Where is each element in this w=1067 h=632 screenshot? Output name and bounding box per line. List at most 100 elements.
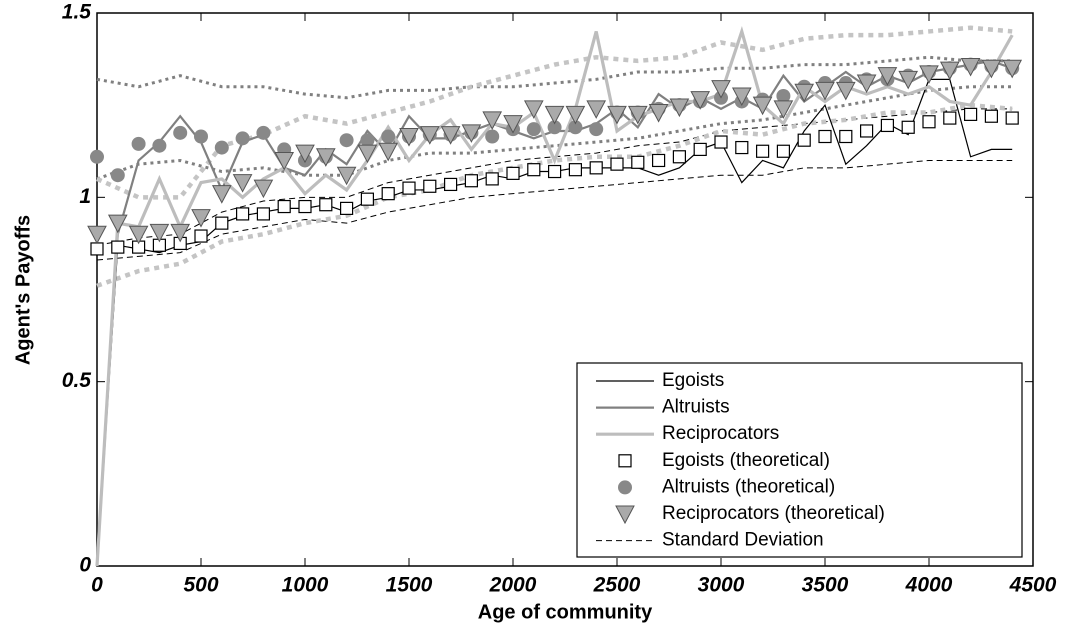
marker <box>776 144 791 158</box>
sd-line <box>96 159 1013 261</box>
marker <box>339 133 354 148</box>
marker <box>440 126 461 145</box>
marker <box>357 144 378 164</box>
marker <box>984 109 999 123</box>
marker <box>544 105 565 125</box>
marker <box>773 100 794 119</box>
marker <box>627 105 648 125</box>
marker <box>381 129 396 144</box>
marker <box>423 179 437 193</box>
legend-marker <box>618 480 632 495</box>
x-tick-label: 1000 <box>282 574 329 597</box>
marker <box>277 199 291 214</box>
marker <box>152 138 167 153</box>
marker <box>651 153 666 168</box>
marker <box>444 177 458 192</box>
marker <box>128 225 149 245</box>
x-tick-label: 4000 <box>905 574 953 597</box>
marker <box>568 120 583 135</box>
legend-label: Egoists (theoretical) <box>662 450 830 471</box>
marker <box>111 240 125 254</box>
marker <box>877 67 898 86</box>
marker <box>547 164 562 179</box>
marker <box>340 201 354 215</box>
x-tick-label: 3000 <box>698 574 745 597</box>
x-tick-label: 3500 <box>802 574 849 597</box>
marker <box>690 91 711 110</box>
sd-line <box>96 55 1013 100</box>
marker <box>981 59 1002 79</box>
series-line <box>95 25 1014 567</box>
marker <box>589 122 604 137</box>
legend-label: Reciprocators <box>662 423 779 444</box>
plot-frame <box>96 12 1034 567</box>
marker <box>547 120 562 135</box>
sd-line <box>96 102 1013 288</box>
marker <box>485 172 499 186</box>
marker <box>503 115 523 134</box>
marker <box>194 129 208 144</box>
marker <box>336 166 357 186</box>
marker <box>107 214 128 234</box>
marker <box>90 149 104 164</box>
marker <box>232 174 253 193</box>
marker <box>256 207 270 221</box>
marker <box>631 155 645 169</box>
legend-label: Egoists <box>662 370 724 391</box>
marker <box>315 148 336 167</box>
marker <box>173 125 188 140</box>
marker <box>943 111 957 125</box>
marker <box>149 223 170 243</box>
y-tick-label: 1 <box>79 185 91 208</box>
marker <box>378 142 399 162</box>
marker <box>669 98 690 118</box>
legend-marker <box>615 505 635 525</box>
marker <box>839 129 853 144</box>
legend-label: Standard Deviation <box>662 530 824 551</box>
y-tick-label: 0 <box>79 554 91 577</box>
marker <box>880 118 895 133</box>
y-tick-label: 0.5 <box>62 369 92 392</box>
marker <box>1005 111 1019 125</box>
x-tick-label: 500 <box>183 574 218 597</box>
y-tick-label: 1.5 <box>62 1 92 24</box>
x-tick-label: 2000 <box>489 574 537 597</box>
marker <box>963 107 978 121</box>
marker <box>693 142 707 157</box>
marker <box>360 133 375 148</box>
marker <box>214 140 229 155</box>
marker <box>90 242 104 256</box>
y-axis-label: Agent's Payoffs <box>12 215 34 365</box>
x-tick-label: 1500 <box>386 574 433 597</box>
marker <box>399 128 419 147</box>
marker <box>381 187 395 201</box>
marker <box>191 209 211 228</box>
marker <box>815 81 835 101</box>
marker <box>568 163 583 177</box>
marker <box>215 216 229 230</box>
marker <box>523 100 544 119</box>
marker <box>755 144 770 158</box>
marker <box>818 129 832 144</box>
marker <box>419 126 440 145</box>
marker <box>464 174 478 188</box>
marker <box>506 166 520 180</box>
marker <box>235 131 250 146</box>
marker <box>256 125 271 140</box>
legend-label: Reciprocators (theoretical) <box>662 503 885 524</box>
marker <box>960 57 981 77</box>
marker <box>856 74 877 94</box>
marker <box>274 151 295 171</box>
x-tick-label: 2500 <box>593 574 641 597</box>
marker <box>922 115 936 129</box>
marker <box>835 81 856 101</box>
legend-label: Altruists <box>662 397 730 418</box>
marker <box>319 198 333 212</box>
marker <box>794 83 815 103</box>
marker <box>253 179 274 199</box>
marker <box>461 124 482 143</box>
marker <box>607 105 627 125</box>
marker <box>485 129 500 144</box>
x-axis-label: Age of community <box>478 601 653 623</box>
